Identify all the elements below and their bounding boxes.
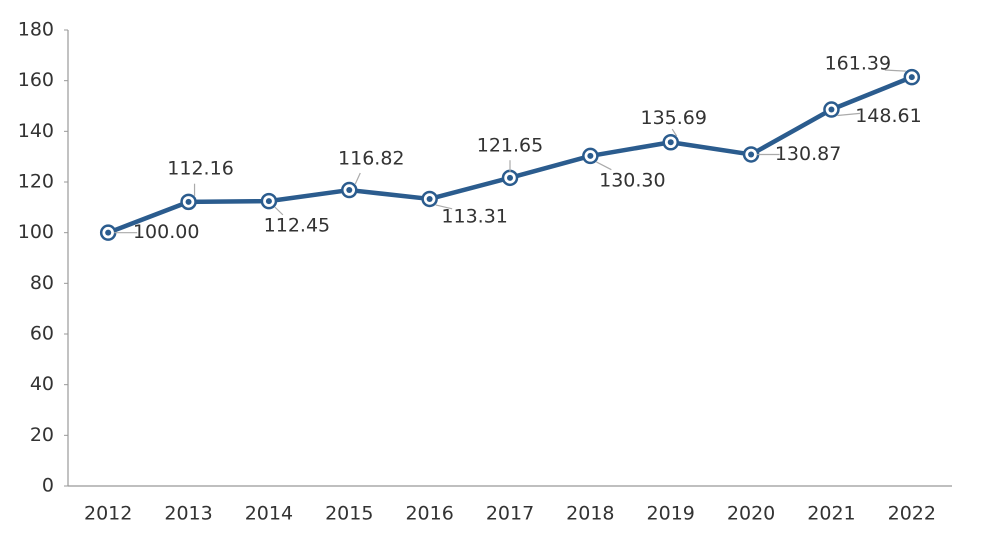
x-tick-label: 2012 (84, 503, 132, 525)
y-tick-label: 160 (18, 69, 54, 91)
marker-dot (908, 74, 915, 81)
y-tick-label: 180 (18, 19, 54, 41)
marker-dot (748, 151, 755, 158)
x-tick-label: 2021 (807, 503, 855, 525)
data-label: 113.31 (441, 205, 507, 227)
x-tick-label: 2017 (486, 503, 534, 525)
x-tick-label: 2014 (245, 503, 293, 525)
y-tick-label: 120 (18, 171, 54, 193)
y-tick-label: 40 (30, 373, 54, 395)
x-tick-label: 2015 (325, 503, 373, 525)
marker-dot (105, 229, 112, 236)
x-tick-label: 2020 (727, 503, 775, 525)
marker-dot (828, 106, 835, 113)
data-label: 121.65 (477, 134, 543, 156)
leader-line (435, 204, 453, 210)
data-label: 148.61 (855, 105, 921, 127)
y-tick-label: 140 (18, 120, 54, 142)
y-tick-label: 60 (30, 323, 54, 345)
leader-line (671, 128, 678, 137)
y-tick-label: 100 (18, 221, 54, 243)
marker-dot (265, 198, 272, 205)
x-tick-label: 2022 (888, 503, 936, 525)
marker-dot (426, 195, 433, 202)
data-label: 100.00 (133, 221, 199, 243)
y-tick-label: 0 (42, 475, 54, 497)
leader-line (354, 172, 361, 185)
marker-dot (346, 187, 353, 194)
data-label: 135.69 (640, 107, 706, 129)
x-tick-label: 2013 (164, 503, 212, 525)
data-label: 116.82 (338, 148, 404, 170)
marker-dot (667, 139, 674, 146)
data-label: 112.16 (167, 157, 233, 179)
data-label: 130.87 (775, 143, 841, 165)
data-label: 112.45 (264, 215, 330, 237)
leader-line (596, 161, 612, 171)
marker-dot (507, 174, 513, 181)
data-label: 130.30 (599, 169, 665, 191)
x-tick-label: 2019 (647, 503, 695, 525)
marker-dot (185, 198, 192, 205)
x-tick-label: 2018 (566, 503, 614, 525)
y-tick-label: 80 (30, 272, 54, 294)
data-label: 161.39 (825, 53, 891, 75)
leader-line (274, 206, 284, 216)
leader-line (884, 69, 906, 72)
marker-dot (587, 152, 594, 159)
leader-line (837, 112, 861, 117)
y-tick-label: 20 (30, 424, 54, 446)
x-tick-label: 2016 (405, 503, 453, 525)
